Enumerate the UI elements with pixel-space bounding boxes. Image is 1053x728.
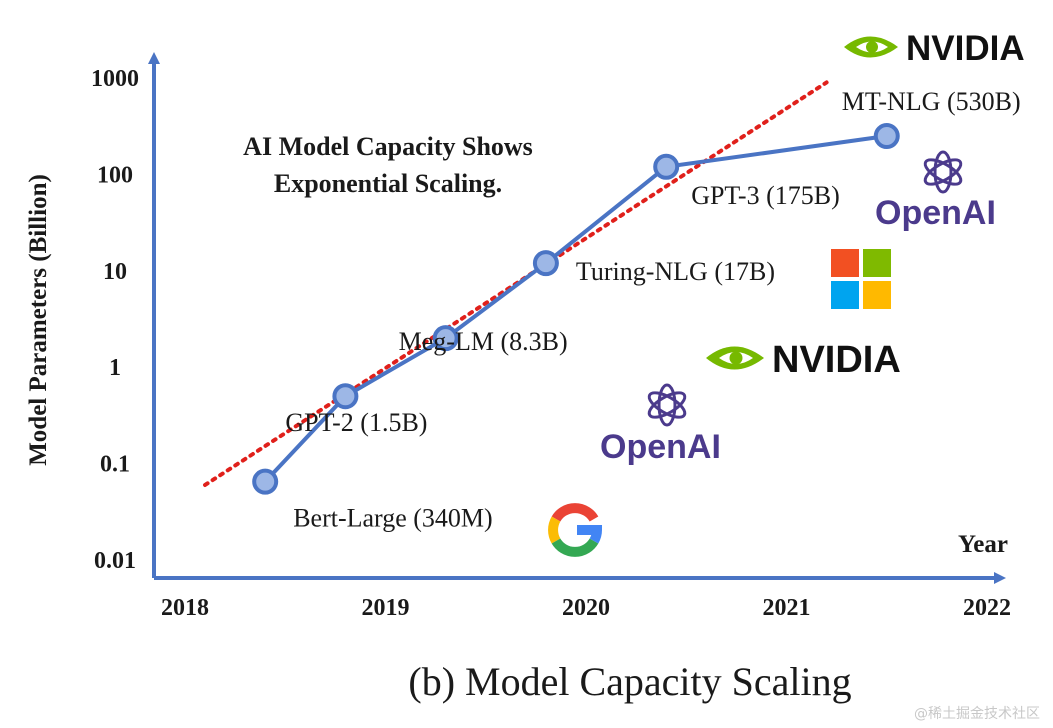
microsoft-logo xyxy=(831,249,891,309)
annotation-line: AI Model Capacity Shows xyxy=(243,132,533,161)
x-tick-label: 2019 xyxy=(362,595,410,621)
series-line xyxy=(263,134,888,484)
openai-knot-icon xyxy=(647,383,687,427)
x-tick-label: 2022 xyxy=(963,595,1011,621)
nvidia-logo: NVIDIA xyxy=(706,339,901,381)
google-logo xyxy=(548,503,603,557)
openai-wordmark: OpenAI xyxy=(600,428,721,466)
openai-logo: OpenAI xyxy=(600,383,721,466)
y-tick-label: 1 xyxy=(109,355,121,381)
data-point xyxy=(653,153,680,180)
annotation-line: Exponential Scaling. xyxy=(274,169,502,198)
nvidia-wordmark: NVIDIA xyxy=(906,29,1025,68)
data-point xyxy=(532,250,559,277)
data-point xyxy=(432,325,459,352)
nvidia-logo: NVIDIA xyxy=(844,29,1025,68)
point-label: GPT-2 (1.5B) xyxy=(285,408,427,437)
y-tick-label: 10 xyxy=(103,259,127,285)
openai-logo: OpenAI xyxy=(875,150,996,232)
data-point xyxy=(873,123,900,150)
point-labels: Bert-Large (340M) GPT-2 (1.5B) Meg-LM (8.3… xyxy=(285,87,1020,533)
y-tick-labels: 0.01 0.1 1 10 100 1000 xyxy=(91,66,139,574)
openai-knot-icon xyxy=(923,150,963,194)
scaling-annotation: AI Model Capacity Shows Exponential Scali… xyxy=(243,132,533,198)
y-tick-label: 100 xyxy=(97,162,133,188)
x-tick-label: 2020 xyxy=(562,595,610,621)
point-label: Turing-NLG (17B) xyxy=(576,257,775,286)
x-tick-labels: 2018 2019 2020 2021 2022 xyxy=(161,595,1011,621)
y-tick-label: 0.1 xyxy=(100,452,130,478)
data-point xyxy=(332,383,359,410)
x-tick-label: 2018 xyxy=(161,595,209,621)
nvidia-wordmark: NVIDIA xyxy=(772,339,901,381)
point-label: Meg-LM (8.3B) xyxy=(399,327,568,356)
x-axis-title: Year xyxy=(958,531,1008,558)
openai-wordmark: OpenAI xyxy=(875,194,996,232)
y-tick-label: 0.01 xyxy=(94,548,136,574)
series-layer xyxy=(252,123,900,495)
y-tick-label: 1000 xyxy=(91,66,139,92)
x-tick-label: 2021 xyxy=(763,595,811,621)
chart-title: (b) Model Capacity Scaling xyxy=(408,659,851,704)
nvidia-pupil-icon xyxy=(866,41,878,53)
watermark: @稀土掘金技术社区 xyxy=(914,706,1040,722)
nvidia-pupil-icon xyxy=(729,351,743,365)
point-label: MT-NLG (530B) xyxy=(842,87,1021,116)
y-axis-title: Model Parameters (Billion) xyxy=(25,174,52,466)
data-point xyxy=(252,468,279,495)
point-label: Bert-Large (340M) xyxy=(293,504,493,533)
point-label: GPT-3 (175B) xyxy=(691,181,840,210)
